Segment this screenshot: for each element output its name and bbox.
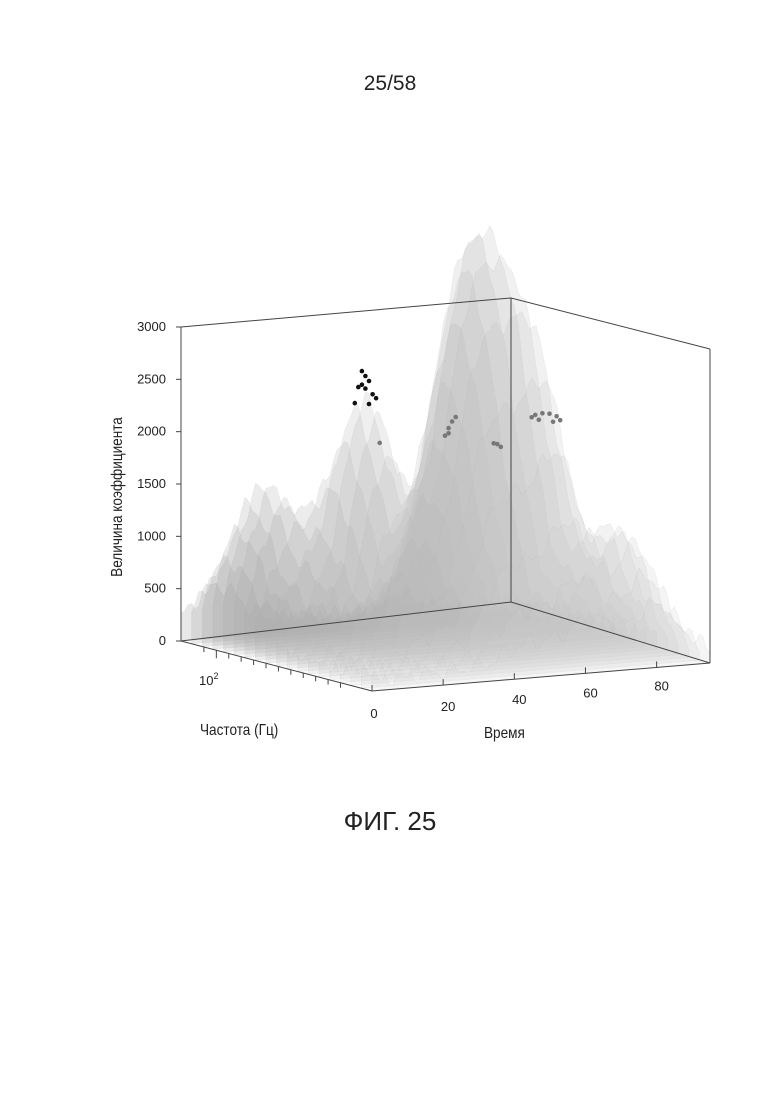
marked-point-gray — [442, 433, 448, 439]
surface-slice — [286, 232, 626, 670]
marked-point-gray — [533, 412, 538, 418]
frequency-tick-exponent: 2 — [213, 671, 218, 681]
marked-point-gray — [540, 411, 545, 416]
marked-point-gray — [449, 419, 455, 424]
marked-point-gray — [446, 431, 451, 436]
time-tick-label: 80 — [654, 678, 668, 693]
surface-slice — [201, 524, 541, 647]
surface-slice — [307, 253, 647, 675]
surface-slice — [371, 596, 711, 692]
marked-point-gray — [529, 415, 534, 420]
z-tick-label: 3000 — [137, 319, 166, 334]
marked-point-gray — [498, 444, 504, 450]
marked-point-black — [356, 384, 361, 390]
surface-slice — [233, 485, 573, 656]
marked-point-gray — [377, 440, 383, 446]
surface-slice — [255, 381, 594, 661]
surface-slice — [180, 581, 520, 642]
z-tick-label: 500 — [144, 581, 166, 596]
marked-point-black — [352, 400, 358, 406]
marked-point-gray — [453, 414, 459, 420]
marked-point-gray — [557, 417, 563, 423]
surface-slice — [276, 269, 615, 667]
z-tick-label: 2500 — [137, 371, 166, 386]
surface-slice — [265, 323, 605, 664]
axes-box — [180, 297, 711, 692]
marked-point-gray — [547, 411, 552, 417]
time-tick-label: 20 — [441, 699, 455, 714]
marked-point-gray — [491, 441, 497, 446]
frequency-tick-label: 102 — [199, 671, 218, 688]
time-tick-label: 0 — [370, 706, 377, 721]
marked-point-black — [366, 401, 372, 407]
box-top — [180, 297, 711, 350]
surface-slice — [361, 567, 700, 689]
marked-point-black — [366, 378, 372, 384]
frequency-tick-base: 10 — [199, 673, 213, 688]
time-axis-line — [371, 662, 711, 692]
marked-point-black — [359, 382, 365, 388]
marked-point-gray — [495, 441, 500, 447]
frequency-axis-line — [180, 640, 373, 692]
surface-slice — [244, 439, 584, 659]
surface-layer — [180, 224, 711, 692]
z-axis-label: Величина коэффициента — [109, 416, 126, 576]
surface-slice — [297, 224, 637, 672]
time-axis-label: Время — [484, 725, 525, 742]
page-number: 25/58 — [363, 72, 417, 95]
marked-point-black — [359, 368, 365, 374]
surface-slice — [350, 517, 690, 686]
box-floor-back — [180, 601, 711, 664]
z-tick-label: 1000 — [137, 528, 166, 543]
marked-point-gray — [536, 417, 542, 423]
time-tick-label: 40 — [512, 692, 526, 707]
surface-slice — [223, 482, 562, 653]
marked-point-black — [373, 395, 379, 401]
marked-point-black — [363, 373, 368, 379]
surface-slice — [339, 453, 679, 684]
z-tick-label: 0 — [159, 633, 166, 648]
surface-slice — [329, 377, 668, 681]
surface-slice — [318, 310, 658, 678]
figure-caption: ФИГ. 25 — [343, 806, 437, 836]
z-tick-label: 1500 — [137, 476, 166, 491]
surface-slice — [191, 555, 530, 645]
marked-points — [352, 368, 563, 450]
z-tick-label: 2000 — [137, 424, 166, 439]
marked-point-gray — [554, 414, 559, 419]
frequency-axis-label: Частота (Гц) — [200, 722, 278, 739]
marked-point-gray — [446, 425, 451, 431]
marked-point-black — [370, 392, 375, 397]
marked-point-black — [363, 386, 368, 391]
surface-slice — [212, 496, 552, 650]
ticks: 0 500 1000 1500 2000 2500 3000 0 20 40 60 80 — [137, 319, 669, 721]
time-tick-label: 60 — [583, 685, 597, 700]
marked-point-gray — [550, 419, 556, 425]
